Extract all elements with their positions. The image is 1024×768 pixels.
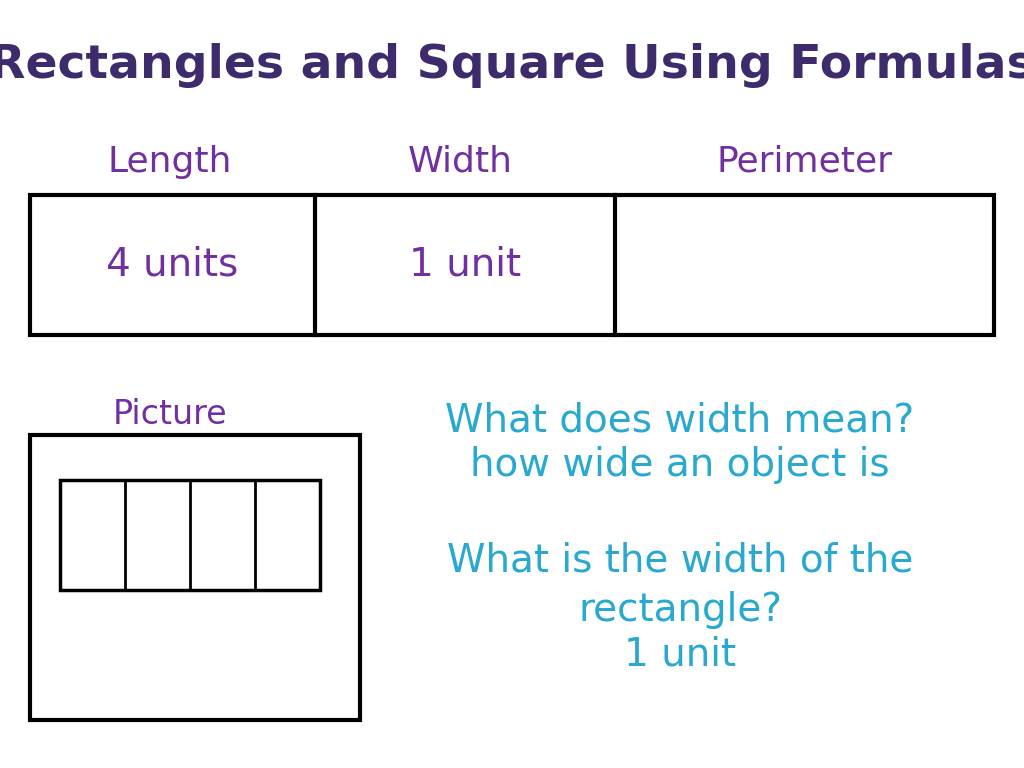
Text: Width: Width <box>408 145 512 179</box>
Text: 4 units: 4 units <box>106 246 239 284</box>
Text: rectangle?: rectangle? <box>578 591 782 629</box>
Text: 1 unit: 1 unit <box>624 636 736 674</box>
Text: how wide an object is: how wide an object is <box>470 446 890 484</box>
Bar <box>30 195 994 335</box>
Text: 1 unit: 1 unit <box>409 246 521 284</box>
Text: What is the width of the: What is the width of the <box>446 541 913 579</box>
Text: Picture: Picture <box>113 399 227 432</box>
Text: Length: Length <box>108 145 232 179</box>
Text: Perimeter: Perimeter <box>717 145 893 179</box>
Text: What does width mean?: What does width mean? <box>445 401 914 439</box>
Text: Rectangles and Square Using Formulas: Rectangles and Square Using Formulas <box>0 42 1024 88</box>
Bar <box>60 480 319 590</box>
Bar <box>30 435 360 720</box>
